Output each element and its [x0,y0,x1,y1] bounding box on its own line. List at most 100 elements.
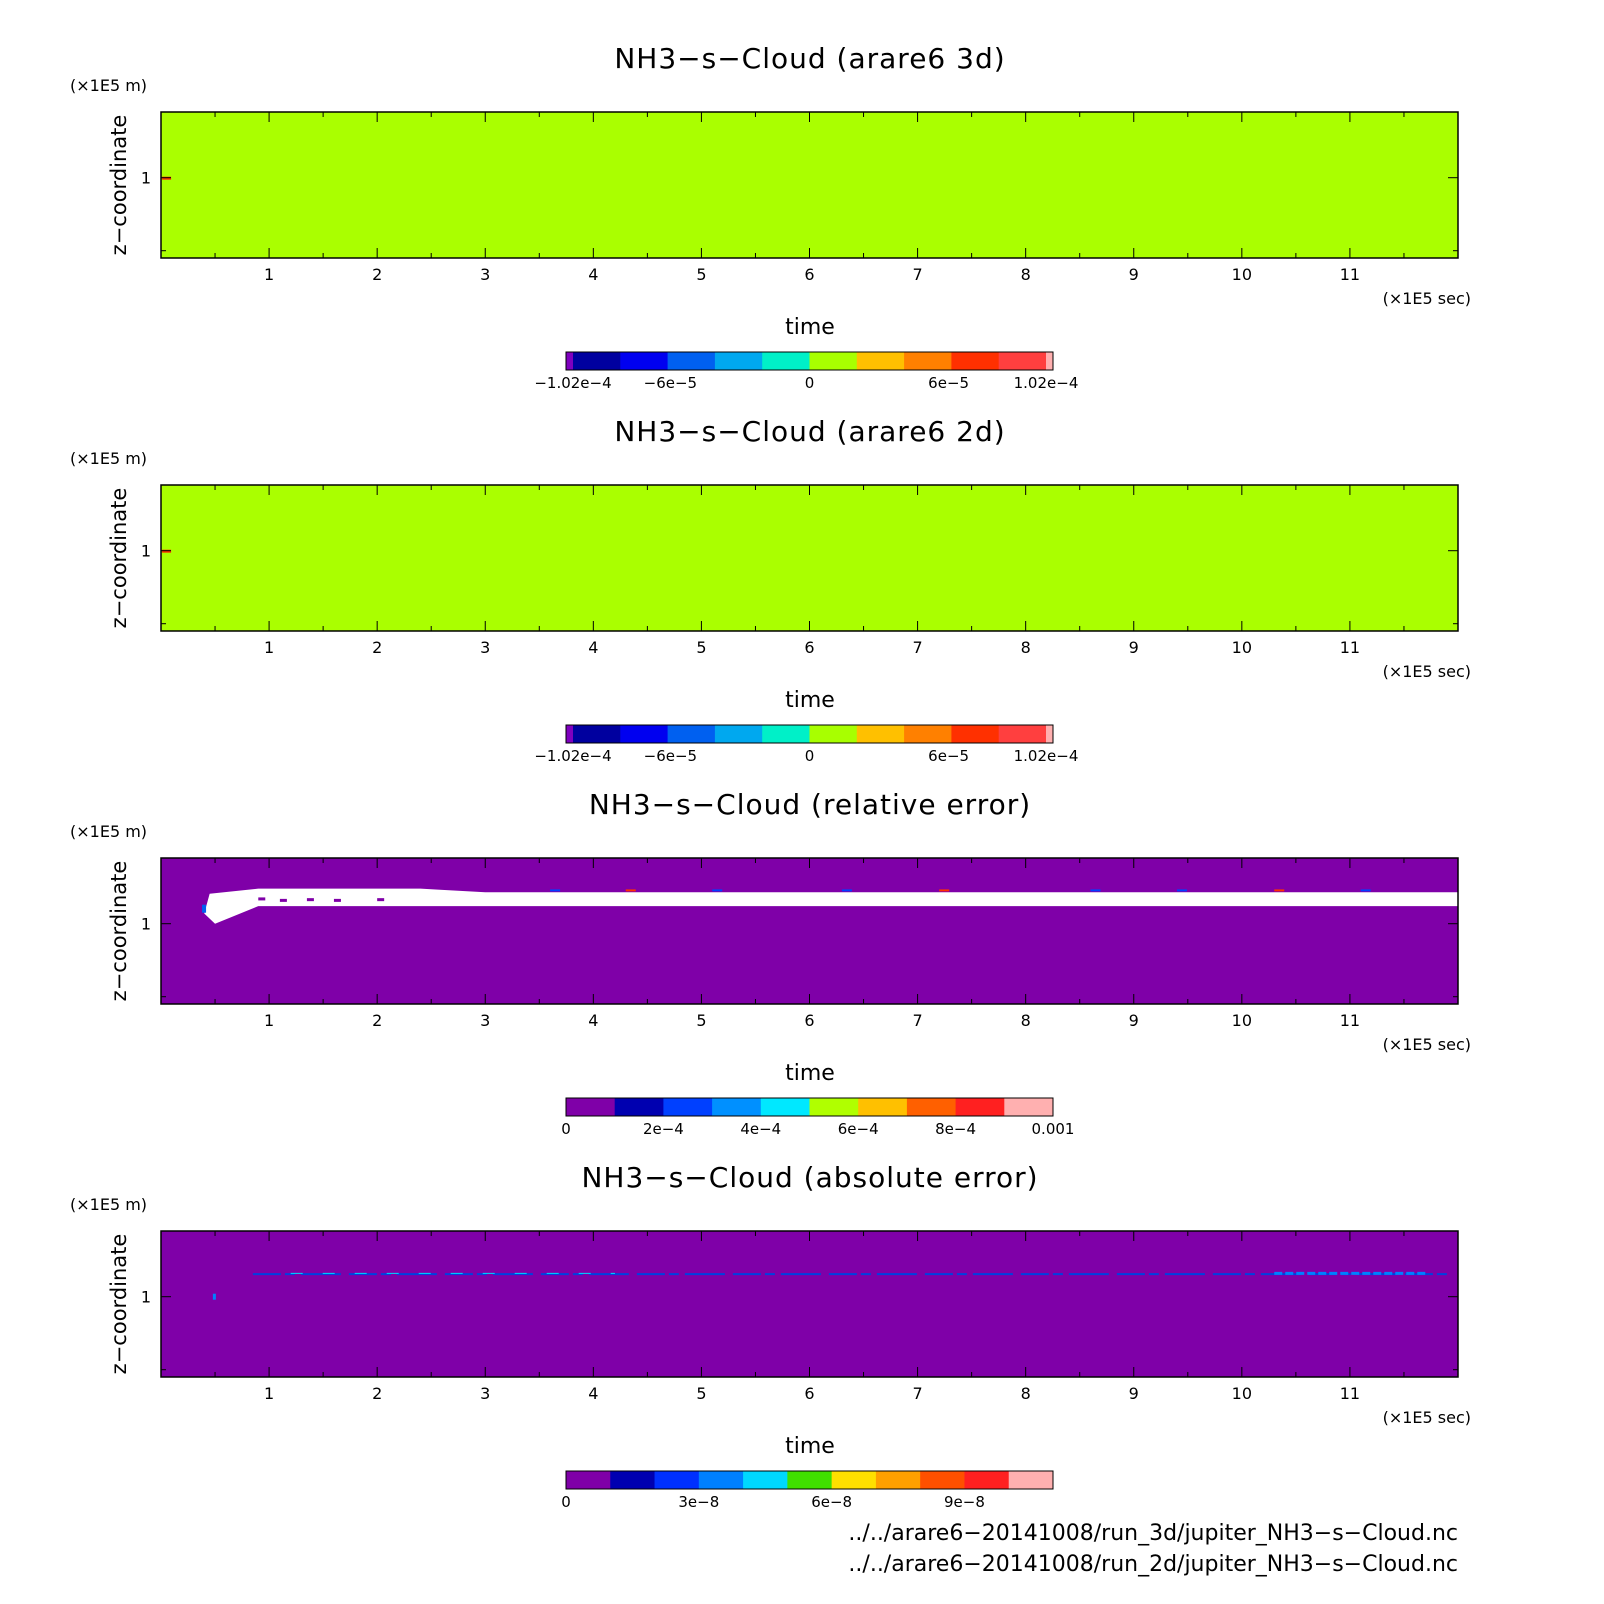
colorbar-tick-label: 9e−8 [944,1493,985,1511]
panel-2: NH3−s−Cloud (arare6 2d) (×1E5 m) z−coordin… [70,415,1471,765]
x-tick-label: 8 [1021,265,1031,284]
colorbar-swatch [809,725,858,743]
x-tick-label: 10 [1232,265,1252,284]
colorbar-swatch [1004,1098,1054,1116]
panel-1: NH3−s−Cloud (arare6 3d) (×1E5 m) z−coordin… [70,42,1471,392]
x-tick-label: 1 [264,1011,274,1030]
error-speck [841,889,852,892]
colorbar-tick-label: 0 [561,1120,571,1138]
colorbar-tick-label: 6e−4 [838,1120,879,1138]
colorbar-frame [565,351,1054,371]
x-tick-label: 7 [912,1011,922,1030]
y-unit-label: (×1E5 m) [70,76,147,95]
heatmap-field [161,1231,1458,1377]
x-tick-label: 10 [1232,1384,1252,1403]
error-speck [212,1293,216,1300]
colorbar-swatch [787,1471,833,1489]
colorbar-tick-label: 3e−8 [678,1493,719,1511]
colorbar: 0 2e−4 4e−4 6e−4 8e−4 0.001 [561,1097,1075,1138]
undefined-error-band [204,888,1458,924]
colorbar-swatch [951,725,1000,743]
y-axis-label: z−coordinate [107,488,131,629]
colorbar-swatch [614,1098,664,1116]
colorbar-swatch [566,352,574,370]
colorbar-swatch [809,1098,859,1116]
colorbar-tick-label: 1.02e−4 [1014,747,1079,765]
colorbar: −1.02e−4 −6e−5 0 6e−5 1.02e−4 [534,351,1079,392]
colorbar-swatch [1046,352,1054,370]
colorbar-tick-label: 0 [805,374,815,392]
colorbar-swatch [920,1471,965,1489]
error-speck [202,904,207,913]
y-tick-label: 1 [141,542,151,561]
x-tick-label: 3 [480,1011,490,1030]
colorbar-swatch [856,352,905,370]
colorbar-tick-label: −1.02e−4 [534,747,611,765]
colorbar-swatch [663,1098,713,1116]
x-tick-label: 6 [804,1384,814,1403]
x-unit-label: (×1E5 sec) [1383,662,1471,681]
y-tick-label: 1 [141,169,151,188]
x-tick-label: 3 [480,638,490,657]
x-tick-label: 7 [912,638,922,657]
panel-title: NH3−s−Cloud (relative error) [589,788,1031,821]
x-tick-label: 1 [264,265,274,284]
x-tick-label: 2 [372,638,382,657]
colorbar-swatch [667,725,716,743]
x-tick-label: 9 [1129,265,1139,284]
colorbar-tick-label: 4e−4 [740,1120,781,1138]
panel-title: NH3−s−Cloud (absolute error) [581,1161,1038,1194]
y-axis-label: z−coordinate [107,1234,131,1375]
colorbar: −1.02e−4 −6e−5 0 6e−5 1.02e−4 [534,724,1079,765]
footer: ../../arare6−20141008/run_3d/jupiter_NH3… [848,1521,1458,1577]
colorbar-swatch [809,352,858,370]
x-tick-label: 9 [1129,638,1139,657]
x-tick-label: 4 [588,1011,598,1030]
panel-4: NH3−s−Cloud (absolute error) (×1E5 m) z−co… [70,1161,1471,1511]
colorbar-swatch [743,1471,788,1489]
x-tick-label: 8 [1021,1011,1031,1030]
x-axis-label: time [785,1061,835,1086]
colorbar-tick-label: 0 [561,1493,571,1511]
x-unit-label: (×1E5 sec) [1383,1408,1471,1427]
colorbar-swatch [714,352,763,370]
colorbar-swatch [620,352,669,370]
x-tick-label: 7 [912,265,922,284]
colorbar-swatch [906,1098,957,1116]
colorbar-swatch [714,725,763,743]
colorbar-swatch [998,725,1047,743]
x-tick-label: 2 [372,1384,382,1403]
colorbar-swatch [875,1471,921,1489]
colorbar-swatch [904,725,952,743]
colorbar-swatch [955,1098,1005,1116]
x-tick-label: 1 [264,638,274,657]
x-tick-label: 9 [1129,1011,1139,1030]
colorbar-tick-label: 0 [805,747,815,765]
error-speck [550,889,561,892]
x-tick-label: 5 [696,1384,706,1403]
error-speck [625,889,636,892]
error-speck [258,897,266,901]
colorbar-swatch [712,1098,762,1116]
error-speck [306,898,314,902]
colorbar-swatch [760,1098,810,1116]
panel-3: NH3−s−Cloud (relative error) (×1E5 m) z−co… [70,788,1471,1138]
error-speck [1090,889,1101,892]
heatmap-field [161,485,1458,631]
colorbar-swatch [998,352,1047,370]
x-tick-label: 5 [696,1011,706,1030]
error-speck [712,889,723,892]
x-tick-label: 4 [588,1384,598,1403]
colorbar-swatch [620,725,669,743]
x-tick-label: 9 [1129,1384,1139,1403]
colorbar-tick-label: 1.02e−4 [1014,374,1079,392]
colorbar-swatch [1008,1471,1054,1489]
panel-title: NH3−s−Cloud (arare6 3d) [614,42,1005,75]
panel-title: NH3−s−Cloud (arare6 2d) [614,415,1005,448]
x-tick-label: 4 [588,638,598,657]
colorbar-frame [565,1470,1054,1490]
x-tick-label: 5 [696,265,706,284]
colorbar-tick-label: 0.001 [1032,1120,1075,1138]
x-tick-label: 10 [1232,638,1252,657]
error-speck [1274,889,1285,892]
